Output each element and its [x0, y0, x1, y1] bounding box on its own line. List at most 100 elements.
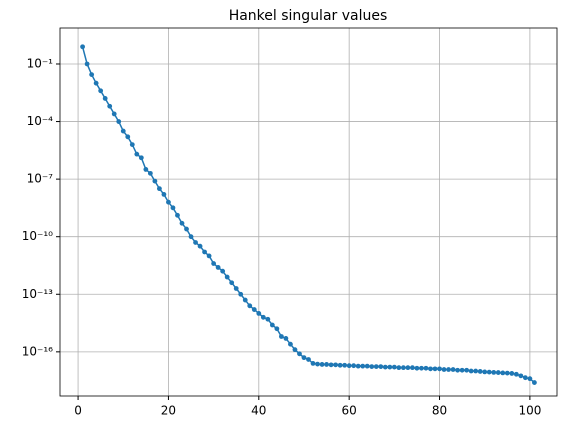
y-tick-label: 10⁻¹⁰	[22, 229, 53, 243]
point	[157, 186, 162, 192]
point	[364, 363, 370, 369]
point	[197, 243, 203, 249]
point	[152, 178, 158, 184]
point	[188, 234, 194, 240]
point	[423, 365, 429, 371]
point	[147, 170, 153, 176]
point	[202, 249, 207, 255]
plot-frame	[59, 27, 558, 397]
point	[102, 96, 108, 101]
point	[513, 371, 519, 377]
point	[247, 303, 253, 309]
point	[278, 334, 284, 339]
y-tick-label: 10⁻⁷	[27, 172, 54, 186]
point	[441, 367, 447, 372]
point	[342, 362, 348, 368]
point	[473, 368, 479, 374]
point	[450, 367, 456, 372]
point	[495, 370, 501, 375]
point	[405, 365, 411, 371]
point	[175, 212, 180, 218]
point	[324, 362, 329, 367]
point	[486, 369, 492, 375]
point	[518, 373, 524, 379]
point	[265, 316, 271, 322]
point	[116, 119, 122, 124]
point	[283, 336, 289, 341]
point	[522, 375, 528, 381]
point	[274, 326, 280, 332]
point	[166, 199, 171, 205]
point	[355, 363, 361, 369]
point	[84, 61, 90, 67]
point	[315, 361, 320, 367]
x-tick-label: 20	[161, 404, 176, 418]
point	[328, 362, 334, 368]
point	[509, 371, 515, 376]
x-tick-label: 0	[74, 404, 82, 418]
point	[120, 128, 126, 134]
point	[428, 366, 433, 372]
point	[111, 111, 117, 117]
point	[215, 265, 221, 270]
y-tick-label: 10⁻¹	[27, 56, 54, 70]
point	[129, 142, 135, 147]
point	[143, 167, 149, 172]
point	[360, 363, 366, 369]
point	[134, 151, 140, 157]
point	[242, 297, 248, 303]
point	[482, 369, 488, 375]
point	[468, 368, 474, 374]
point	[220, 268, 226, 274]
point	[459, 367, 465, 373]
point	[80, 44, 85, 50]
point	[260, 314, 266, 320]
point	[410, 365, 415, 371]
y-tick-label: 10⁻⁴	[27, 114, 54, 128]
point	[238, 291, 244, 297]
point	[138, 155, 144, 161]
point	[527, 376, 533, 382]
point	[319, 362, 325, 367]
point	[288, 341, 293, 347]
point	[396, 365, 402, 371]
point	[382, 364, 388, 370]
point	[251, 307, 257, 312]
point	[391, 364, 397, 370]
point	[373, 364, 379, 370]
point	[333, 362, 339, 368]
point	[93, 80, 99, 86]
point	[98, 88, 104, 94]
point	[446, 367, 451, 372]
point	[477, 369, 483, 374]
point	[229, 280, 235, 286]
point	[346, 363, 352, 369]
y-tick-label: 10⁻¹⁶	[22, 344, 53, 358]
point	[306, 357, 311, 362]
point	[400, 365, 406, 371]
point	[337, 362, 343, 368]
point	[504, 370, 510, 376]
x-tick-label: 40	[251, 404, 266, 418]
point	[224, 274, 230, 280]
point	[310, 360, 316, 366]
point	[414, 365, 420, 371]
point	[184, 226, 189, 232]
point	[170, 205, 176, 211]
point	[437, 366, 442, 372]
x-tick-label: 100	[518, 404, 541, 418]
point	[297, 351, 302, 357]
point	[301, 355, 307, 361]
point	[161, 192, 167, 197]
y-tick-label: 10⁻¹³	[22, 287, 53, 301]
point	[125, 134, 131, 140]
x-tick-label: 60	[342, 404, 357, 418]
point	[455, 367, 460, 373]
point	[193, 240, 198, 245]
point	[500, 370, 506, 376]
point	[233, 286, 239, 291]
point	[464, 367, 470, 373]
point	[206, 253, 212, 259]
